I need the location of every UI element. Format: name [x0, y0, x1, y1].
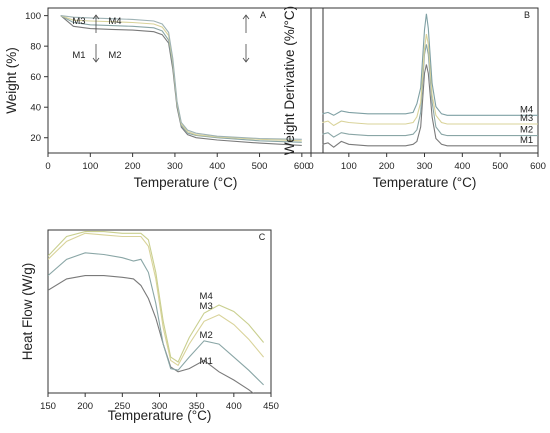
- y-axis-title: Weight (%): [4, 47, 19, 114]
- series-label-m3: M3: [520, 113, 533, 124]
- x-tick-label: 400: [454, 161, 470, 172]
- x-tick-label: 500: [492, 161, 508, 172]
- annotation-label: M1: [72, 50, 85, 61]
- y-tick-label: 80: [30, 42, 41, 53]
- x-tick-label: 100: [341, 161, 357, 172]
- series-label-m2: M2: [520, 125, 533, 136]
- x-tick-label: 500: [252, 161, 268, 172]
- series-line-m3: [48, 232, 265, 367]
- y-axis-title: Heat Flow (W/g): [20, 263, 35, 361]
- annotation-label: M4: [108, 16, 121, 27]
- panel-letter: C: [259, 232, 266, 242]
- x-tick-label: 300: [152, 401, 168, 412]
- x-tick-label: 200: [77, 401, 93, 412]
- arrow-head: [92, 57, 100, 63]
- x-tick-label: 200: [379, 161, 395, 172]
- x-tick-label: 200: [125, 161, 141, 172]
- series-line-m4: [60, 15, 302, 140]
- plot-frame: [47, 7, 324, 154]
- x-tick-label: 0: [308, 161, 313, 172]
- x-axis-title: Temperature (°C): [134, 175, 238, 190]
- x-tick-label: 600: [530, 161, 546, 172]
- series-line-m3: [322, 33, 538, 127]
- arrow-head: [92, 14, 100, 20]
- series-line-m2: [60, 15, 302, 143]
- annotation-label: M2: [108, 50, 121, 61]
- series-label-m3: M3: [200, 301, 213, 312]
- annotation-label: M3: [72, 16, 85, 27]
- panel-c: 150 200 250 300 350 400 450 Temperature (°C) Hea…: [20, 229, 279, 423]
- series-line-m2: [322, 44, 538, 138]
- y-tick-label: 40: [30, 103, 41, 114]
- series-label-m4: M4: [520, 104, 533, 115]
- panel-b: 0 100 200 300 400 500 600 Temperature (°C) Weigh…: [282, 6, 546, 190]
- arrow-head: [242, 14, 250, 20]
- x-axis-title: Temperature (°C): [373, 175, 477, 190]
- series-line-m1: [48, 275, 254, 393]
- panel-a: 0 100 200 300 400 500 600 20 40 60 80 100 Temperatur…: [4, 7, 324, 190]
- x-tick-label: 400: [226, 401, 242, 412]
- series-label-m1: M1: [200, 356, 213, 367]
- x-tick-label: 450: [263, 401, 279, 412]
- x-tick-label: 350: [189, 401, 205, 412]
- series-line-m1: [322, 64, 538, 148]
- series-label-m1: M1: [520, 135, 533, 146]
- y-axis-title: Weight Derivative (%/°C): [282, 6, 297, 155]
- x-tick-label: 250: [114, 401, 130, 412]
- series-line-m4: [322, 13, 538, 116]
- x-axis-title: Temperature (°C): [108, 408, 212, 423]
- x-tick-label: 150: [40, 401, 56, 412]
- series-line-m2: [48, 252, 264, 386]
- panel-letter: A: [260, 10, 266, 20]
- x-tick-label: 400: [209, 161, 225, 172]
- y-tick-label: 60: [30, 72, 41, 83]
- x-tick-label: 0: [45, 161, 50, 172]
- y-tick-label: 100: [25, 11, 41, 22]
- x-tick-label: 300: [417, 161, 433, 172]
- x-tick-label: 100: [82, 161, 98, 172]
- x-tick-label: 600: [294, 161, 310, 172]
- panel-letter: B: [524, 10, 530, 20]
- series-line-m4: [48, 231, 265, 363]
- x-tick-label: 300: [167, 161, 183, 172]
- arrow-head: [242, 57, 250, 63]
- series-label-m4: M4: [200, 291, 213, 302]
- series-line-m1: [60, 15, 302, 146]
- y-tick-label: 20: [30, 133, 41, 144]
- series-label-m2: M2: [200, 330, 213, 341]
